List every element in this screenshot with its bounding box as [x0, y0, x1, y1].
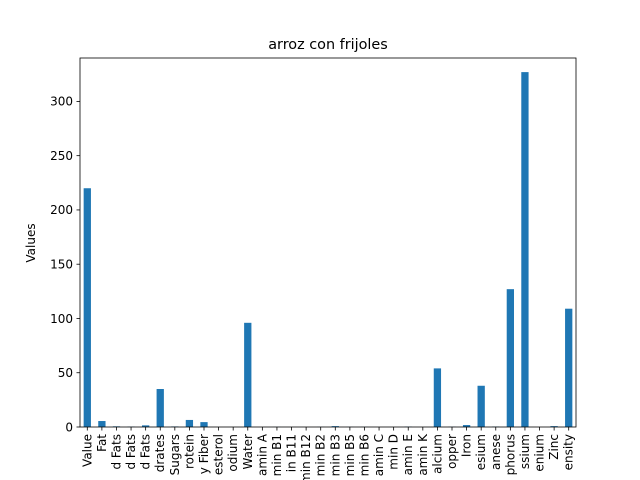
- x-tick-label-26: Iron: [460, 434, 474, 457]
- y-axis-title: Values: [24, 223, 38, 262]
- x-tick-label-31: enium: [533, 434, 547, 472]
- x-tick-label-18: min B5: [343, 434, 357, 476]
- x-tick-label-33: ensity: [562, 434, 576, 470]
- x-tick-label-30: ssium: [518, 434, 532, 469]
- bar-7: [185, 419, 194, 427]
- x-tick-label-25: opper: [445, 434, 459, 469]
- bar-29: [506, 289, 514, 427]
- y-tick-label-4: 200: [50, 203, 73, 217]
- x-tick-label-27: esium: [474, 434, 488, 470]
- x-tick-label-11: Water: [241, 434, 255, 470]
- x-tick-label-16: min B2: [314, 434, 328, 476]
- x-tick-label-12: amin A: [255, 433, 269, 476]
- x-tick-label-22: amin E: [401, 434, 415, 475]
- x-tick-label-9: esterol: [212, 434, 226, 475]
- x-tick-label-23: amin K: [416, 433, 430, 476]
- x-tick-label-3: d Fats: [124, 434, 138, 470]
- y-tick-label-1: 50: [58, 366, 73, 380]
- x-tick-label-24: alcium: [430, 434, 444, 474]
- x-tick-label-14: in B11: [285, 434, 299, 472]
- x-tick-label-2: d Fats: [109, 434, 123, 470]
- y-tick-label-3: 150: [50, 258, 73, 272]
- x-tick-label-15: min B12: [299, 434, 313, 480]
- x-tick-label-20: amin C: [372, 434, 386, 476]
- y-tick-label-5: 250: [50, 149, 73, 163]
- bar-5: [156, 389, 164, 427]
- bar-11: [244, 322, 252, 427]
- y-axis-ticks: 0 50 100 150 200 250 300: [50, 95, 80, 434]
- bar-27: [477, 385, 485, 427]
- y-tick-label-2: 100: [50, 312, 73, 326]
- x-tick-label-28: anese: [489, 434, 503, 470]
- x-tick-label-17: min B3: [328, 434, 342, 476]
- x-tick-label-21: min D: [387, 434, 401, 470]
- bar-17: [331, 426, 339, 427]
- x-axis-ticks: Value Fat d Fats d Fats d Fats drates Sugars ro…: [80, 427, 576, 480]
- x-tick-label-32: Zinc: [547, 434, 561, 460]
- bar-0: [83, 188, 91, 427]
- plot-frame: [79, 57, 577, 428]
- x-tick-label-29: phorus: [503, 434, 517, 475]
- bar-26: [462, 425, 471, 427]
- bar-4: [142, 425, 150, 427]
- x-tick-label-0: Value: [80, 434, 94, 467]
- x-tick-label-13: min B1: [270, 434, 284, 476]
- bar-8: [200, 422, 208, 427]
- y-tick-label-6: 300: [50, 95, 73, 109]
- x-tick-label-7: rotein: [182, 434, 196, 469]
- x-tick-label-4: d Fats: [139, 434, 153, 470]
- x-tick-label-1: Fat: [95, 434, 109, 452]
- x-tick-label-8: y Fiber: [197, 434, 211, 474]
- x-tick-label-5: drates: [153, 434, 167, 472]
- bar-24: [433, 368, 442, 427]
- x-tick-label-6: Sugars: [168, 434, 182, 475]
- bar-33: [565, 308, 573, 427]
- bar-32: [550, 426, 558, 427]
- y-tick-label-0: 0: [65, 420, 73, 434]
- chart-title: arroz con frijoles: [268, 37, 388, 53]
- x-tick-label-19: min B6: [357, 434, 371, 476]
- bar-30: [521, 72, 529, 428]
- bars-group: [83, 72, 573, 428]
- bar-1: [98, 421, 106, 427]
- x-tick-label-10: odium: [226, 434, 240, 472]
